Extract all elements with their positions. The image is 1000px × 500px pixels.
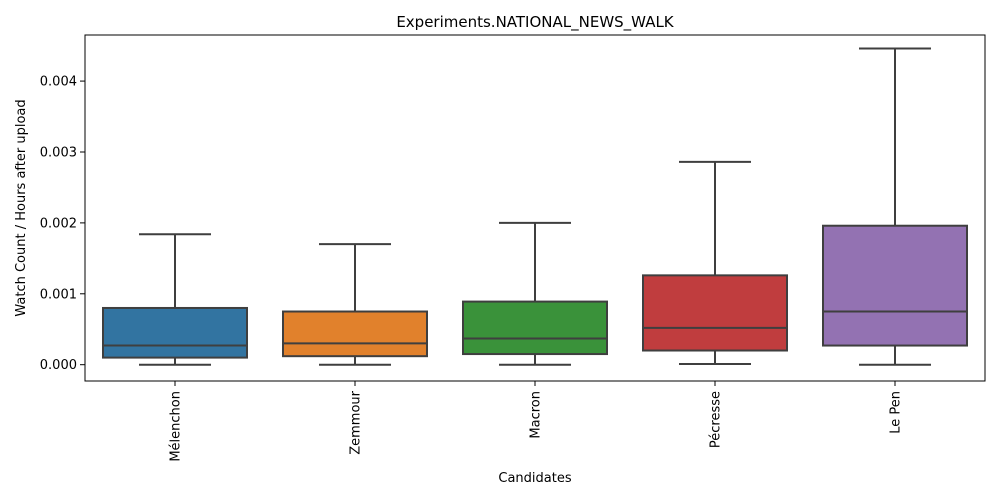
x-tick-label: Zemmour bbox=[349, 390, 364, 454]
y-tick-label: 0.004 bbox=[40, 75, 77, 90]
boxes-layer bbox=[102, 47, 968, 366]
box-iqr bbox=[822, 224, 968, 347]
box-group bbox=[462, 221, 608, 366]
y-tick-label: 0.002 bbox=[40, 216, 77, 231]
box-group bbox=[282, 243, 428, 366]
x-tick-label: Le Pen bbox=[889, 391, 904, 434]
x-tick-label: Mélenchon bbox=[169, 391, 184, 462]
box-group bbox=[822, 47, 968, 366]
x-tick-label: Pécresse bbox=[709, 391, 724, 448]
x-axis-ticks: Mélenchon Zemmour Macron Pécresse Le Pen bbox=[169, 381, 904, 462]
x-axis-label: Candidates bbox=[498, 471, 571, 486]
y-tick-label: 0.000 bbox=[40, 358, 77, 373]
chart-title: Experiments.NATIONAL_NEWS_WALK bbox=[396, 13, 674, 32]
box-group bbox=[642, 160, 788, 365]
box-iqr bbox=[642, 274, 788, 352]
y-axis-label: Watch Count / Hours after upload bbox=[14, 99, 29, 316]
box-group bbox=[102, 233, 248, 366]
box-iqr bbox=[282, 310, 428, 358]
box-iqr bbox=[102, 306, 248, 359]
x-tick-label: Macron bbox=[529, 391, 544, 439]
box-iqr bbox=[462, 300, 608, 356]
y-tick-label: 0.003 bbox=[40, 145, 77, 160]
y-tick-label: 0.001 bbox=[40, 287, 77, 302]
y-axis-ticks: 0.000 0.001 0.002 0.003 0.004 bbox=[40, 75, 85, 373]
